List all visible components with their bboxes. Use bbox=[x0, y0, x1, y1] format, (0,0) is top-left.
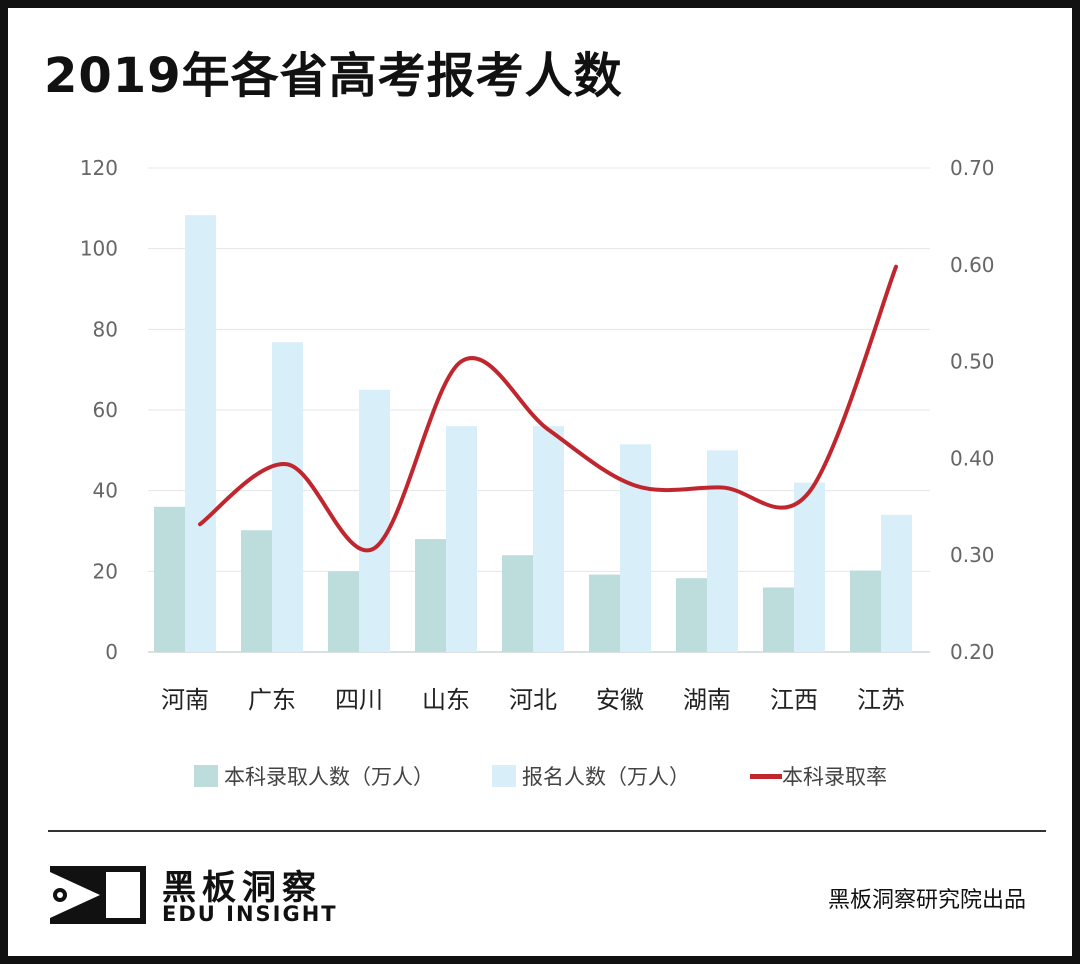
bar-admitted bbox=[589, 574, 620, 652]
combo-chart: 0 20 40 60 80 100 120 0.20 0.30 0.40 0.50 0.60 0.70… bbox=[80, 156, 995, 789]
bar-admitted bbox=[502, 555, 533, 652]
legend-swatch bbox=[492, 765, 516, 787]
bar-applicants bbox=[794, 482, 825, 652]
x-category-label: 广东 bbox=[248, 686, 296, 714]
bar-applicants bbox=[272, 342, 303, 652]
x-category-label: 江苏 bbox=[857, 686, 905, 714]
y-right-tick-label: 0.30 bbox=[950, 543, 995, 567]
footer-divider bbox=[48, 830, 1046, 832]
y-left-tick-label: 120 bbox=[80, 156, 118, 180]
bar-applicants bbox=[359, 389, 390, 652]
x-category-label: 山东 bbox=[422, 686, 470, 714]
legend-swatch bbox=[194, 765, 218, 787]
x-category-label: 河南 bbox=[161, 686, 209, 714]
bar-admitted bbox=[763, 587, 794, 652]
y-left-tick-label: 60 bbox=[93, 398, 118, 422]
bar-admitted bbox=[154, 506, 185, 652]
legend-swatch bbox=[750, 774, 782, 779]
x-category-label: 湖南 bbox=[683, 686, 731, 714]
chart-title: 2019年各省高考报考人数 bbox=[44, 48, 623, 104]
x-category-label: 四川 bbox=[335, 686, 383, 714]
x-category-label: 安徽 bbox=[596, 686, 644, 714]
y-left-tick-label: 0 bbox=[105, 640, 118, 664]
bar-applicants bbox=[881, 514, 912, 652]
bar-admitted bbox=[328, 571, 359, 652]
bar-admitted bbox=[676, 578, 707, 652]
x-category-label: 江西 bbox=[770, 686, 818, 714]
y-right-tick-label: 0.40 bbox=[950, 446, 995, 470]
x-category-label: 河北 bbox=[509, 686, 557, 714]
brand-name-en: EDU INSIGHT bbox=[162, 902, 338, 926]
credit-text: 黑板洞察研究院出品 bbox=[827, 888, 1026, 913]
bar-admitted bbox=[241, 530, 272, 652]
bar-applicants bbox=[446, 426, 477, 652]
y-right-tick-label: 0.20 bbox=[950, 640, 995, 664]
legend-label: 本科录取率 bbox=[782, 765, 887, 789]
edu-insight-logo-icon bbox=[50, 866, 146, 924]
y-right-tick-label: 0.70 bbox=[950, 156, 995, 180]
y-left-tick-label: 20 bbox=[93, 559, 118, 583]
y-left-tick-label: 100 bbox=[80, 237, 118, 261]
brand-name-cn: 黑板洞察 bbox=[162, 868, 322, 908]
bar-applicants bbox=[185, 215, 216, 652]
bar-admitted bbox=[415, 539, 446, 652]
admission-rate-line bbox=[198, 264, 898, 553]
legend-label: 报名人数（万人） bbox=[522, 765, 690, 789]
y-right-tick-label: 0.60 bbox=[950, 253, 995, 277]
y-left-tick-label: 80 bbox=[93, 317, 118, 341]
bar-applicants bbox=[707, 450, 738, 652]
bar-admitted bbox=[850, 570, 881, 652]
bar-applicants bbox=[620, 444, 651, 652]
legend-label: 本科录取人数（万人） bbox=[224, 765, 434, 789]
y-right-tick-label: 0.50 bbox=[950, 350, 995, 374]
bar-applicants bbox=[533, 426, 564, 652]
y-left-tick-label: 40 bbox=[93, 479, 118, 503]
